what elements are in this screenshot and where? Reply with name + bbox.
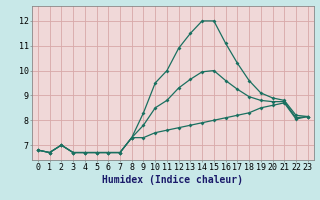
X-axis label: Humidex (Indice chaleur): Humidex (Indice chaleur) (102, 175, 243, 185)
